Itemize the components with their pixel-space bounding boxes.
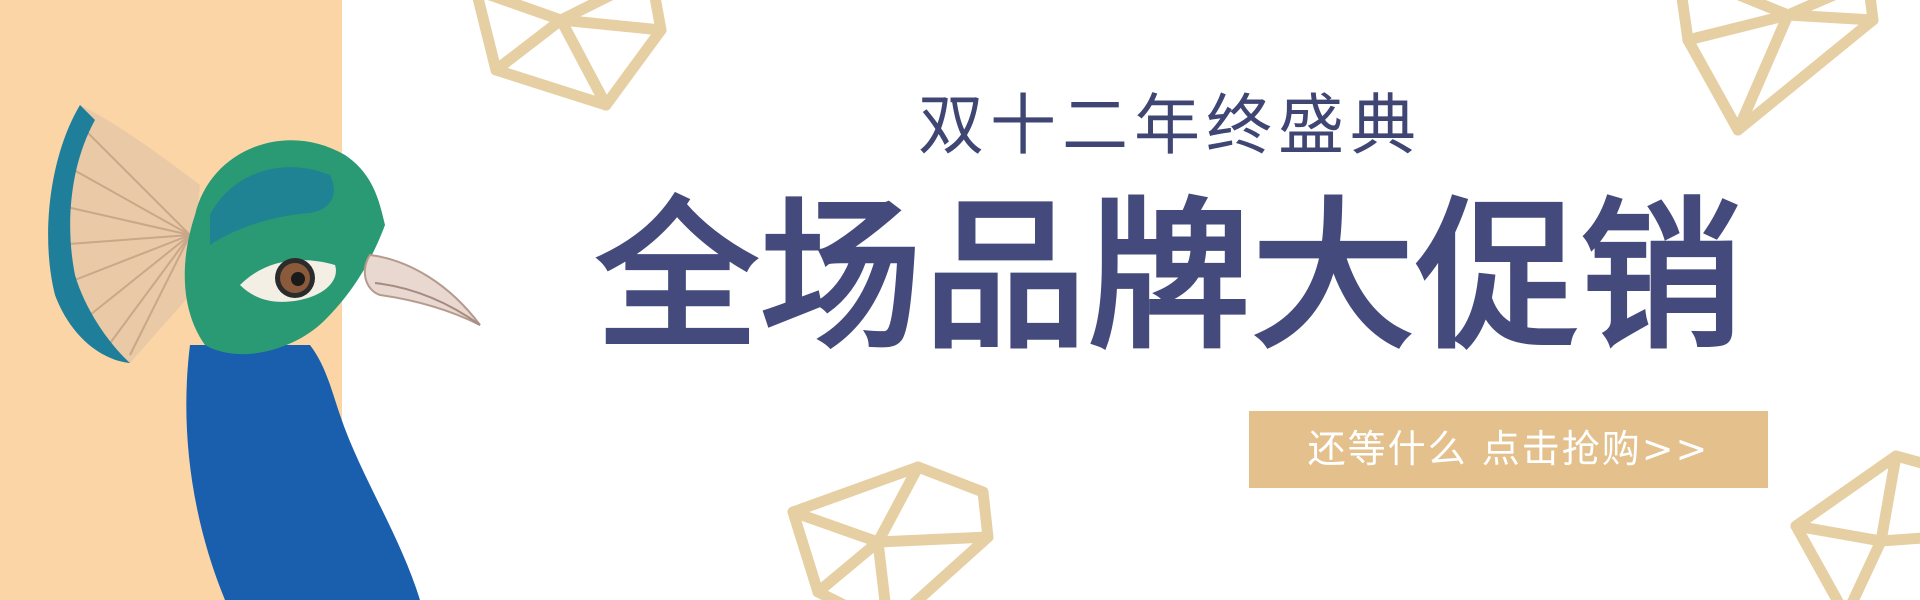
promo-headline: 全场品牌大促销 — [596, 182, 1744, 372]
peacock-illustration — [48, 105, 481, 600]
gem-outline-icon — [787, 461, 994, 600]
crest-feathers — [48, 105, 200, 363]
gem-outline-icon — [1676, 0, 1879, 136]
gem-outline-icon — [472, 0, 667, 111]
event-subtitle: 双十二年终盛典 — [918, 87, 1422, 164]
buy-now-button[interactable]: 还等什么 点击抢购>> — [1249, 411, 1768, 488]
gem-outline-icon — [1790, 450, 1920, 600]
